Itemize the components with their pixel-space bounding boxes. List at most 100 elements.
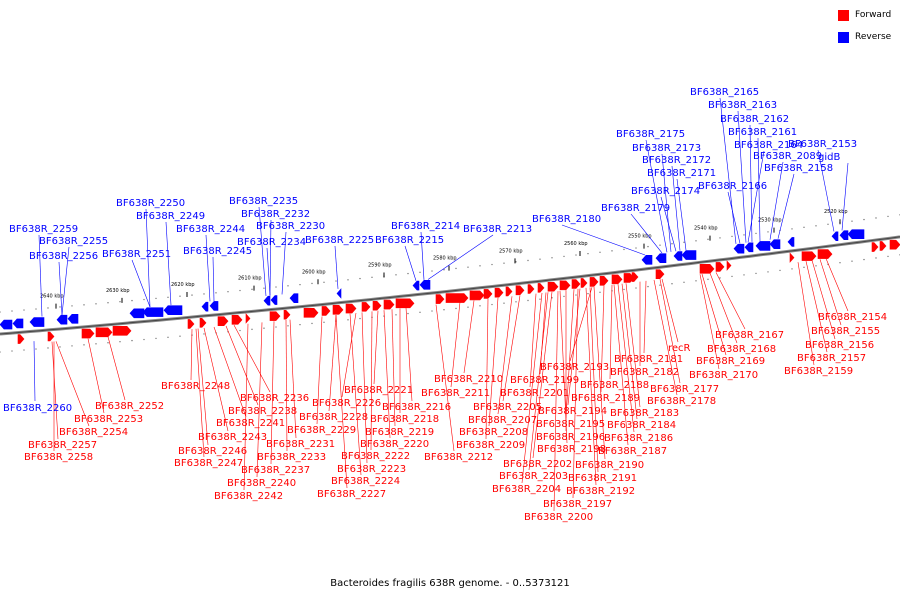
forward-gene-label: BF638R_2177 [650,384,719,395]
reverse-gene-arrow [673,251,683,261]
forward-gene-label: BF638R_2243 [198,432,267,443]
reverse-gene-arrow [412,280,420,291]
forward-gene-label: BF638R_2242 [214,491,283,502]
forward-gene-label: BF638R_2182 [610,367,679,378]
forward-gene-arrow [547,281,559,292]
reverse-gene-label: BF638R_2165 [690,87,759,98]
forward-gene-arrow [483,289,493,299]
forward-gene-label: BF638R_2210 [434,374,503,385]
forward-gene-label: BF638R_2156 [805,340,874,351]
forward-gene-label: BF638R_2204 [492,484,561,495]
forward-gene-arrow [589,277,599,287]
forward-gene-label: BF638R_2220 [360,439,429,450]
forward-gene-label: BF638R_2200 [524,512,593,523]
forward-gene-label: BF638R_2231 [266,439,335,450]
reverse-gene-label: BF638R_2260 [3,403,72,414]
reverse-gene-label: BF638R_2153 [788,139,857,150]
kbp-tick-label: 2570 kbp [499,248,523,254]
forward-gene-label: BF638R_2168 [707,344,776,355]
forward-gene-label: BF638R_2198 [537,444,606,455]
reverse-gene-arrow [29,317,45,327]
forward-gene-label: BF638R_2195 [536,419,605,430]
forward-gene-arrow [321,306,331,316]
forward-gene-arrow [611,274,623,285]
forward-gene-label: BF638R_2254 [59,427,128,438]
forward-gene-label: BF638R_2240 [227,478,296,489]
reverse-gene-label: BF638R_2259 [9,224,78,235]
forward-gene-arrow [395,298,415,309]
forward-gene-arrow [187,319,195,329]
forward-gene-label: BF638R_2201 [500,388,569,399]
forward-gene-label: BF638R_2216 [382,402,451,413]
forward-gene-label: BF638R_2188 [580,380,649,391]
kbp-tick-label: 2610 kbp [238,276,262,282]
reverse-gene-arrow [769,239,781,249]
forward-gene-label: BF638R_2238 [228,406,297,417]
reverse-gene-label: BF638R_2171 [647,168,716,179]
legend-reverse: Reverse [838,30,891,44]
forward-gene-label: BF638R_2258 [24,452,93,463]
reverse-gene-label: BF638R_2158 [764,163,833,174]
reverse-gene-arrow [270,295,278,305]
forward-gene-arrow [47,331,55,342]
forward-gene-label: BF638R_2228 [299,412,368,423]
forward-gene-arrow [81,328,95,339]
reverse-gene-label: gidB [818,152,840,163]
reverse-gene-label: BF638R_2162 [720,114,789,125]
forward-gene-arrow [801,251,817,261]
forward-gene-label: BF638R_2229 [287,425,356,436]
reverse-gene-arrow [67,313,79,324]
forward-gene-label: BF638R_2233 [257,452,326,463]
forward-gene-label: BF638R_2227 [317,489,386,500]
reverse-gene-label: BF638R_2244 [176,224,245,235]
forward-gene-arrow [537,283,545,293]
map-caption: Bacteroides fragilis 638R genome. - 0..5… [330,578,570,589]
forward-gene-arrow [494,287,504,298]
forward-gene-label: BF638R_2224 [331,476,400,487]
forward-gene-label: BF638R_2252 [95,401,164,412]
kbp-tick-label: 2540 kbp [694,226,718,232]
forward-gene-label: BF638R_2197 [543,499,612,510]
reverse-gene-arrow [681,250,697,260]
forward-gene-label: BF638R_2194 [538,406,607,417]
reverse-gene-arrow [336,288,342,299]
forward-gene-label: BF638R_2218 [370,414,439,425]
reverse-gene-label: BF638R_2230 [256,221,325,232]
forward-gene-label: BF638R_2237 [241,465,310,476]
reverse-gene-arrow [655,253,667,263]
forward-gene-arrow [631,272,639,282]
legend-forward: Forward [838,8,891,22]
forward-gene-label: BF638R_2187 [598,446,667,457]
reverse-gene-label: BF638R_2173 [632,143,701,154]
forward-gene-arrow [361,302,371,312]
forward-gene-arrow [345,303,357,314]
reverse-gene-label: BF638R_2255 [39,236,108,247]
reverse-gene-label: BF638R_2089 [753,151,822,162]
forward-gene-arrow [889,239,900,250]
reverse-gene-label: BF638R_2179 [601,203,670,214]
reverse-swatch [838,31,849,43]
forward-gene-label: BF638R_2257 [28,440,97,451]
legend: Forward Reverse [838,8,891,52]
forward-gene-label: BF638R_2219 [365,427,434,438]
reverse-gene-label: BF638R_2215 [375,235,444,246]
reverse-gene-label: BF638R_2214 [391,221,460,232]
forward-gene-arrow [515,285,525,296]
reverse-gene-label: BF638R_2175 [616,129,685,140]
forward-gene-arrow [505,286,513,297]
reverse-gene-arrow [787,237,795,247]
reverse-gene-arrow [831,231,839,242]
forward-gene-arrow [269,311,281,321]
forward-gene-arrow [303,307,319,318]
reverse-gene-arrow [289,293,299,303]
forward-gene-arrow [95,327,113,338]
reverse-gene-label: BF638R_2164 [734,140,803,151]
forward-gene-arrow [245,313,251,324]
forward-gene-arrow [445,293,469,303]
kbp-tick-label: 2630 kbp [106,288,130,294]
reverse-gene-arrow [733,243,745,254]
reverse-gene-arrow [163,305,183,315]
reverse-gene-arrow [755,241,771,251]
legend-reverse-label: Reverse [855,32,892,42]
